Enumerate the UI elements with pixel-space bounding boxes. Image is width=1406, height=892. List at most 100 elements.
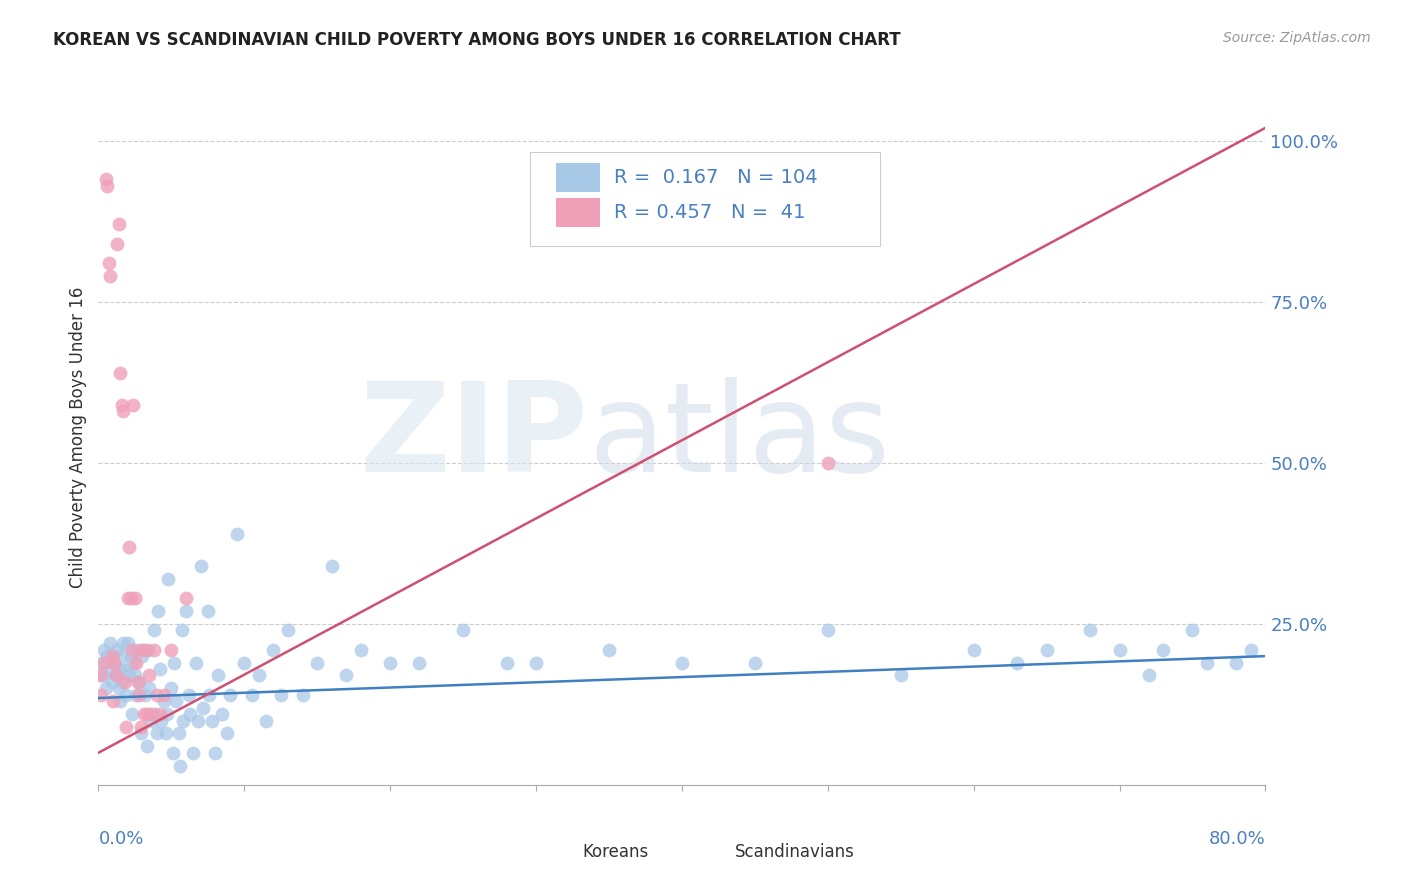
Point <box>93 642 115 657</box>
Point <box>524 656 547 670</box>
Text: Source: ZipAtlas.com: Source: ZipAtlas.com <box>1223 31 1371 45</box>
Text: 0.0%: 0.0% <box>98 830 143 848</box>
Point <box>160 681 183 696</box>
Point <box>1007 656 1029 670</box>
Point <box>153 694 176 708</box>
Point <box>131 649 153 664</box>
Point <box>1195 656 1218 670</box>
Point <box>174 604 197 618</box>
Point <box>598 642 620 657</box>
Point <box>111 398 134 412</box>
Point <box>890 668 912 682</box>
Point <box>114 662 136 676</box>
Point <box>408 656 430 670</box>
Point <box>1152 642 1174 657</box>
Point <box>131 642 153 657</box>
Point <box>153 688 176 702</box>
Point <box>132 707 155 722</box>
Point <box>98 636 121 650</box>
Point <box>138 668 160 682</box>
Point <box>150 714 173 728</box>
Point <box>218 688 240 702</box>
Y-axis label: Child Poverty Among Boys Under 16: Child Poverty Among Boys Under 16 <box>69 286 87 588</box>
Point <box>165 694 187 708</box>
Point <box>94 681 117 696</box>
Point <box>335 668 357 682</box>
Point <box>1035 642 1057 657</box>
Point <box>93 656 115 670</box>
Point <box>160 642 183 657</box>
Text: Scandinavians: Scandinavians <box>734 844 855 862</box>
Point <box>96 178 118 193</box>
Point <box>101 649 124 664</box>
FancyBboxPatch shape <box>530 152 880 245</box>
Point <box>139 714 162 728</box>
Point <box>112 404 135 418</box>
Point <box>110 366 132 380</box>
Point <box>1240 642 1263 657</box>
Point <box>110 662 132 676</box>
Point <box>962 642 984 657</box>
Point <box>157 572 180 586</box>
Point <box>124 591 146 606</box>
Point <box>170 624 193 638</box>
Text: R = 0.457   N =  41: R = 0.457 N = 41 <box>614 202 806 222</box>
Point <box>187 714 209 728</box>
Point <box>215 726 238 740</box>
Point <box>226 526 249 541</box>
Point <box>108 681 131 696</box>
Point <box>100 649 122 664</box>
Point <box>162 746 184 760</box>
Point <box>129 726 152 740</box>
Point <box>496 656 519 670</box>
Point <box>1108 642 1130 657</box>
Point <box>181 746 204 760</box>
Point <box>125 688 148 702</box>
Point <box>451 624 474 638</box>
Point <box>129 720 152 734</box>
Point <box>105 236 128 251</box>
Point <box>1137 668 1160 682</box>
Point <box>193 700 215 714</box>
Point <box>134 688 156 702</box>
Point <box>110 694 132 708</box>
Point <box>134 642 156 657</box>
Point <box>146 688 169 702</box>
Point <box>121 642 143 657</box>
Point <box>240 688 263 702</box>
Point <box>101 694 124 708</box>
Point <box>104 668 127 682</box>
Point <box>125 656 148 670</box>
Point <box>89 668 111 682</box>
Point <box>122 398 145 412</box>
Point <box>120 591 142 606</box>
Point <box>91 668 114 682</box>
Point <box>149 662 172 676</box>
Point <box>254 714 277 728</box>
Text: Koreans: Koreans <box>582 844 650 862</box>
Point <box>321 558 343 573</box>
Text: atlas: atlas <box>589 376 890 498</box>
Point <box>1225 656 1247 670</box>
Point <box>104 668 127 682</box>
Point <box>148 604 170 618</box>
Point <box>817 456 839 470</box>
Point <box>127 674 149 689</box>
Point <box>155 726 177 740</box>
Point <box>135 707 157 722</box>
Point <box>115 720 138 734</box>
Point <box>307 656 329 670</box>
Text: 80.0%: 80.0% <box>1209 830 1265 848</box>
Point <box>118 668 141 682</box>
Point <box>817 624 839 638</box>
Point <box>1080 624 1102 638</box>
Point <box>111 649 134 664</box>
Point <box>103 656 125 670</box>
Point <box>198 688 221 702</box>
Point <box>128 688 150 702</box>
Point <box>277 624 299 638</box>
Point <box>117 591 139 606</box>
Point <box>201 714 224 728</box>
Point <box>163 656 186 670</box>
Point <box>127 642 149 657</box>
